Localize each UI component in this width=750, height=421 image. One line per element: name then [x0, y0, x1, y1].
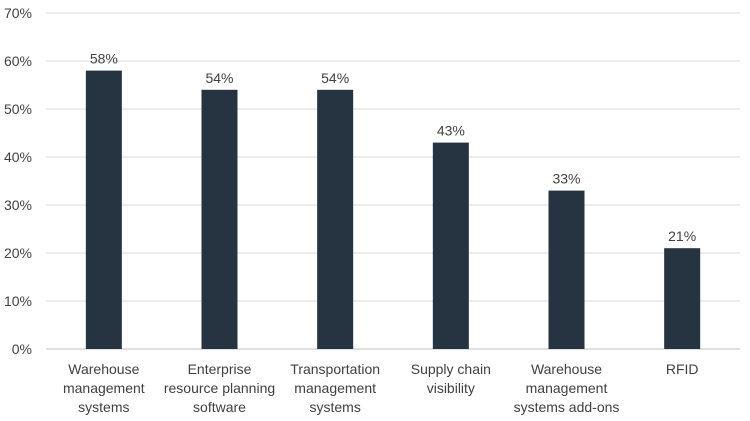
bar [432, 142, 469, 349]
y-tick-label: 40% [4, 149, 32, 165]
category-label: Warehouse management systems [63, 361, 145, 415]
bar [317, 89, 354, 350]
category-label-line: software [193, 399, 246, 415]
data-label: 54% [321, 70, 349, 86]
data-labels: 58% 54% 54% 43% 33% 21% [90, 51, 696, 245]
category-label-line: systems [309, 399, 360, 415]
y-axis-tick-labels: 0% 10% 20% 30% 40% 50% 60% 70% [4, 5, 32, 357]
category-label-line: systems add-ons [514, 399, 620, 415]
bar [548, 190, 585, 349]
category-label-line: visibility [427, 380, 475, 396]
category-label-line: resource planning [164, 380, 275, 396]
y-tick-label: 60% [4, 53, 32, 69]
category-label-line: Supply chain [411, 361, 491, 377]
category-label: Warehouse management systems add-ons [514, 361, 620, 415]
y-tick-label: 50% [4, 101, 32, 117]
y-tick-label: 70% [4, 5, 32, 21]
y-tick-label: 0% [12, 341, 32, 357]
y-tick-label: 20% [4, 245, 32, 261]
data-label: 43% [437, 123, 465, 139]
category-label-line: Warehouse [531, 361, 602, 377]
category-label-line: Warehouse [68, 361, 139, 377]
category-label-line: Enterprise [188, 361, 252, 377]
category-label-line: RFID [666, 361, 699, 377]
category-labels: Warehouse management systems Enterprise reso… [63, 361, 699, 415]
bar [201, 89, 238, 350]
category-label: Enterprise resource planning software [164, 361, 275, 415]
category-label-line: management [63, 380, 145, 396]
category-label-line: Transportation [290, 361, 380, 377]
category-label-line: management [294, 380, 376, 396]
category-label: Supply chain visibility [411, 361, 491, 396]
data-label: 33% [552, 171, 580, 187]
data-label: 58% [90, 51, 118, 67]
bar [664, 248, 701, 349]
category-label-line: systems [78, 399, 129, 415]
bars [85, 70, 701, 350]
category-label-line: management [526, 380, 608, 396]
y-tick-label: 10% [4, 293, 32, 309]
category-label: Transportation management systems [290, 361, 380, 415]
bar [85, 70, 122, 349]
data-label: 21% [668, 228, 696, 244]
data-label: 54% [205, 70, 233, 86]
y-tick-label: 30% [4, 197, 32, 213]
gridlines [46, 12, 740, 350]
category-label: RFID [666, 361, 699, 377]
